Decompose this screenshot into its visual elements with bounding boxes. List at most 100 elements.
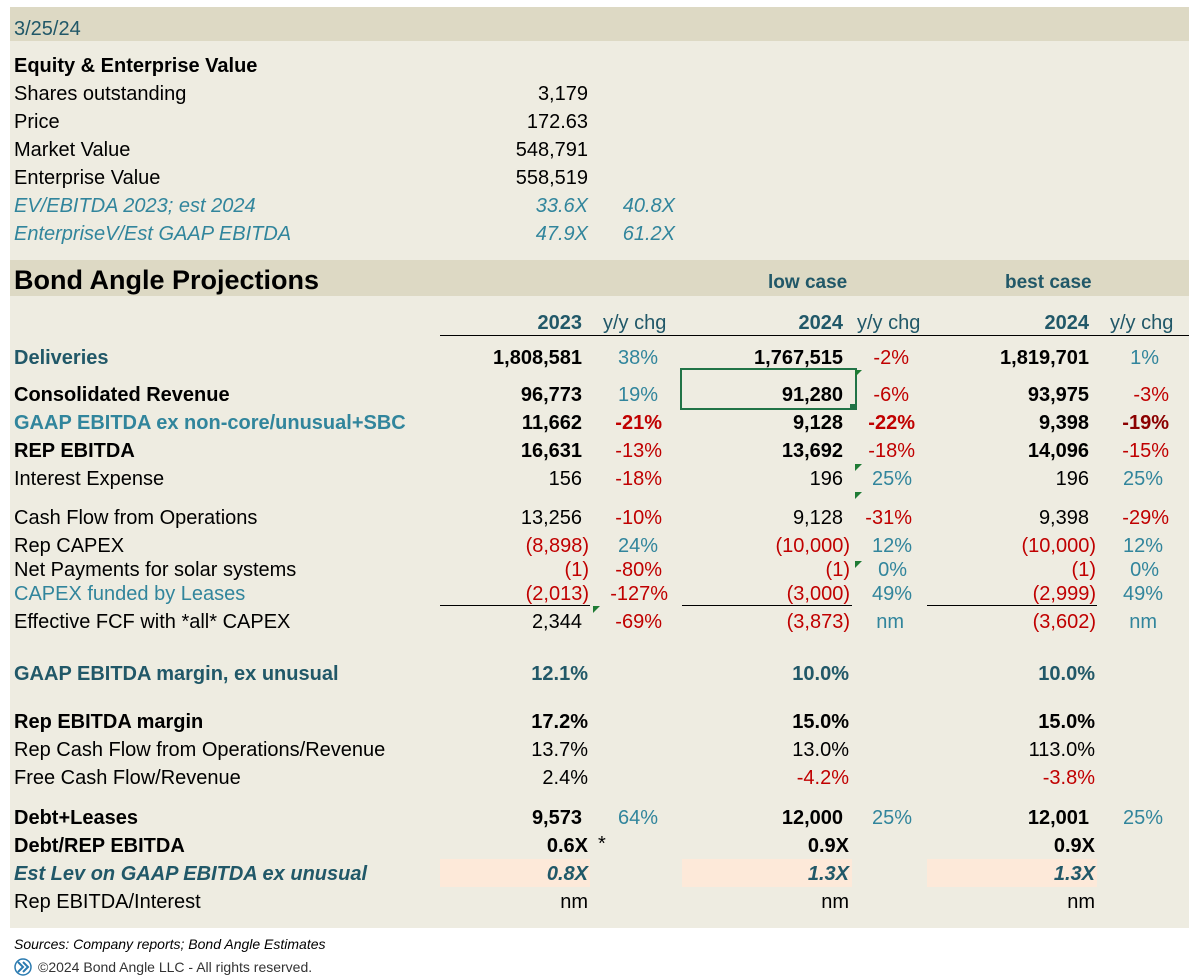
interest-chg-b: 25% bbox=[871, 468, 912, 490]
report-date: 3/25/24 bbox=[14, 18, 81, 40]
debt-rep-2023: 0.6X bbox=[546, 835, 588, 857]
col-2023: 2023 bbox=[537, 312, 583, 334]
fcf-rev-2024-best: -3.8% bbox=[1042, 767, 1095, 789]
ev-gaap-2024: 61.2X bbox=[622, 223, 675, 245]
rep-interest-2024-best: nm bbox=[1067, 891, 1095, 913]
cfo-2024-best: 9,398 bbox=[1038, 507, 1089, 529]
capex-2023: (8,898) bbox=[525, 535, 589, 557]
est-lev-2024-low: 1.3X bbox=[807, 863, 849, 885]
price-label: Price bbox=[14, 111, 60, 133]
debt-rep-2024-low: 0.9X bbox=[807, 835, 849, 857]
ev-gaap-label: EnterpriseV/Est GAAP EBITDA bbox=[14, 223, 292, 245]
low-case-label: low case bbox=[768, 272, 848, 293]
underline-c bbox=[927, 605, 1097, 606]
col-2024-best: 2024 bbox=[1044, 312, 1090, 334]
gaap-ebitda-chg-b: -22% bbox=[868, 412, 915, 434]
leases-chg-a: -127% bbox=[610, 583, 668, 605]
revenue-label: Consolidated Revenue bbox=[14, 384, 230, 406]
interest-2023: 156 bbox=[548, 468, 582, 490]
debt-label: Debt+Leases bbox=[14, 807, 138, 829]
copyright-line: ©2024 Bond Angle LLC - All rights reserv… bbox=[14, 958, 312, 976]
ev-ebitda-2023: 33.6X bbox=[535, 195, 588, 217]
revenue-2024-low[interactable]: 91,280 bbox=[781, 384, 843, 406]
highlight-cell-a bbox=[440, 859, 590, 887]
est-lev-2023: 0.8X bbox=[546, 863, 588, 885]
col-chg-c: y/y chg bbox=[1110, 312, 1174, 334]
fcf-2024-low: (3,873) bbox=[786, 611, 850, 633]
fcf-chg-c: nm bbox=[1129, 611, 1157, 633]
rep-ebitda-2023: 16,631 bbox=[520, 440, 582, 462]
fill-handle[interactable] bbox=[850, 404, 856, 410]
capex-2024-best: (10,000) bbox=[1021, 535, 1097, 557]
bond-angle-logo-icon bbox=[14, 958, 34, 976]
rep-margin-2024-best: 15.0% bbox=[1038, 711, 1095, 733]
interest-2024-best: 196 bbox=[1055, 468, 1089, 490]
col-2024-low: 2024 bbox=[798, 312, 844, 334]
capex-2024-low: (10,000) bbox=[775, 535, 851, 557]
market-value-label: Market Value bbox=[14, 139, 131, 161]
enterprise-value-value: 558,519 bbox=[515, 167, 588, 189]
rep-interest-label: Rep EBITDA/Interest bbox=[14, 891, 201, 913]
comment-indicator[interactable] bbox=[855, 464, 862, 471]
cfo-label: Cash Flow from Operations bbox=[14, 507, 258, 529]
highlight-cell-c bbox=[927, 859, 1097, 887]
capex-label: Rep CAPEX bbox=[14, 535, 125, 557]
deliveries-2024-low: 1,767,515 bbox=[754, 347, 843, 369]
fcf-rev-label: Free Cash Flow/Revenue bbox=[14, 767, 241, 789]
debt-chg-b: 25% bbox=[871, 807, 912, 829]
capex-chg-a: 24% bbox=[617, 535, 658, 557]
rep-margin-2023: 17.2% bbox=[531, 711, 588, 733]
comment-indicator[interactable] bbox=[593, 606, 600, 613]
solar-2024-best: (1) bbox=[1071, 559, 1096, 581]
debt-2024-low: 12,000 bbox=[781, 807, 843, 829]
revenue-2024-best: 93,975 bbox=[1027, 384, 1089, 406]
cfo-rev-2024-best: 113.0% bbox=[1028, 739, 1095, 761]
rep-ebitda-label: REP EBITDA bbox=[14, 440, 135, 462]
cfo-2024-low: 9,128 bbox=[792, 507, 843, 529]
debt-rep-footnote: * bbox=[598, 833, 606, 855]
interest-chg-c: 25% bbox=[1122, 468, 1163, 490]
enterprise-value-label: Enterprise Value bbox=[14, 167, 161, 189]
underline-a bbox=[440, 605, 590, 606]
fcf-label: Effective FCF with *all* CAPEX bbox=[14, 611, 291, 633]
selected-cell[interactable] bbox=[680, 368, 857, 410]
fcf-chg-b: nm bbox=[876, 611, 904, 633]
leases-2024-low: (3,000) bbox=[786, 583, 850, 605]
cfo-chg-b: -31% bbox=[865, 507, 912, 529]
rep-margin-2024-low: 15.0% bbox=[792, 711, 849, 733]
deliveries-chg-b: -2% bbox=[873, 347, 909, 369]
rep-ebitda-chg-b: -18% bbox=[868, 440, 915, 462]
deliveries-chg-a: 38% bbox=[617, 347, 658, 369]
gaap-ebitda-2024-low: 9,128 bbox=[792, 412, 843, 434]
best-case-label: best case bbox=[1005, 272, 1092, 293]
cfo-rev-2024-low: 13.0% bbox=[792, 739, 849, 761]
fcf-rev-2023: 2.4% bbox=[542, 767, 588, 789]
col-chg-a: y/y chg bbox=[603, 312, 667, 334]
gaap-margin-2024-low: 10.0% bbox=[792, 663, 849, 685]
spreadsheet-sheet bbox=[10, 7, 1189, 928]
comment-indicator[interactable] bbox=[855, 492, 862, 499]
leases-chg-b: 49% bbox=[871, 583, 912, 605]
deliveries-chg-c: 1% bbox=[1130, 347, 1159, 369]
ev-ebitda-label: EV/EBITDA 2023; est 2024 bbox=[14, 195, 256, 217]
copyright-text: ©2024 Bond Angle LLC - All rights reserv… bbox=[38, 959, 313, 975]
rep-ebitda-chg-a: -13% bbox=[615, 440, 662, 462]
solar-chg-a: -80% bbox=[615, 559, 662, 581]
leases-chg-c: 49% bbox=[1122, 583, 1163, 605]
gaap-margin-2023: 12.1% bbox=[531, 663, 588, 685]
cfo-chg-a: -10% bbox=[615, 507, 662, 529]
price-value: 172.63 bbox=[526, 111, 588, 133]
leases-2024-best: (2,999) bbox=[1032, 583, 1096, 605]
comment-indicator[interactable] bbox=[855, 370, 862, 377]
fcf-2023: 2,344 bbox=[531, 611, 582, 633]
ev-gaap-2023: 47.9X bbox=[535, 223, 588, 245]
comment-indicator[interactable] bbox=[855, 561, 862, 568]
cfo-2023: 13,256 bbox=[520, 507, 582, 529]
fcf-2024-best: (3,602) bbox=[1032, 611, 1096, 633]
ev-ebitda-2024: 40.8X bbox=[622, 195, 675, 217]
rep-ebitda-2024-best: 14,096 bbox=[1027, 440, 1089, 462]
shares-label: Shares outstanding bbox=[14, 83, 187, 105]
gaap-ebitda-2024-best: 9,398 bbox=[1038, 412, 1089, 434]
cfo-rev-2023: 13.7% bbox=[531, 739, 588, 761]
interest-2024-low: 196 bbox=[809, 468, 843, 490]
